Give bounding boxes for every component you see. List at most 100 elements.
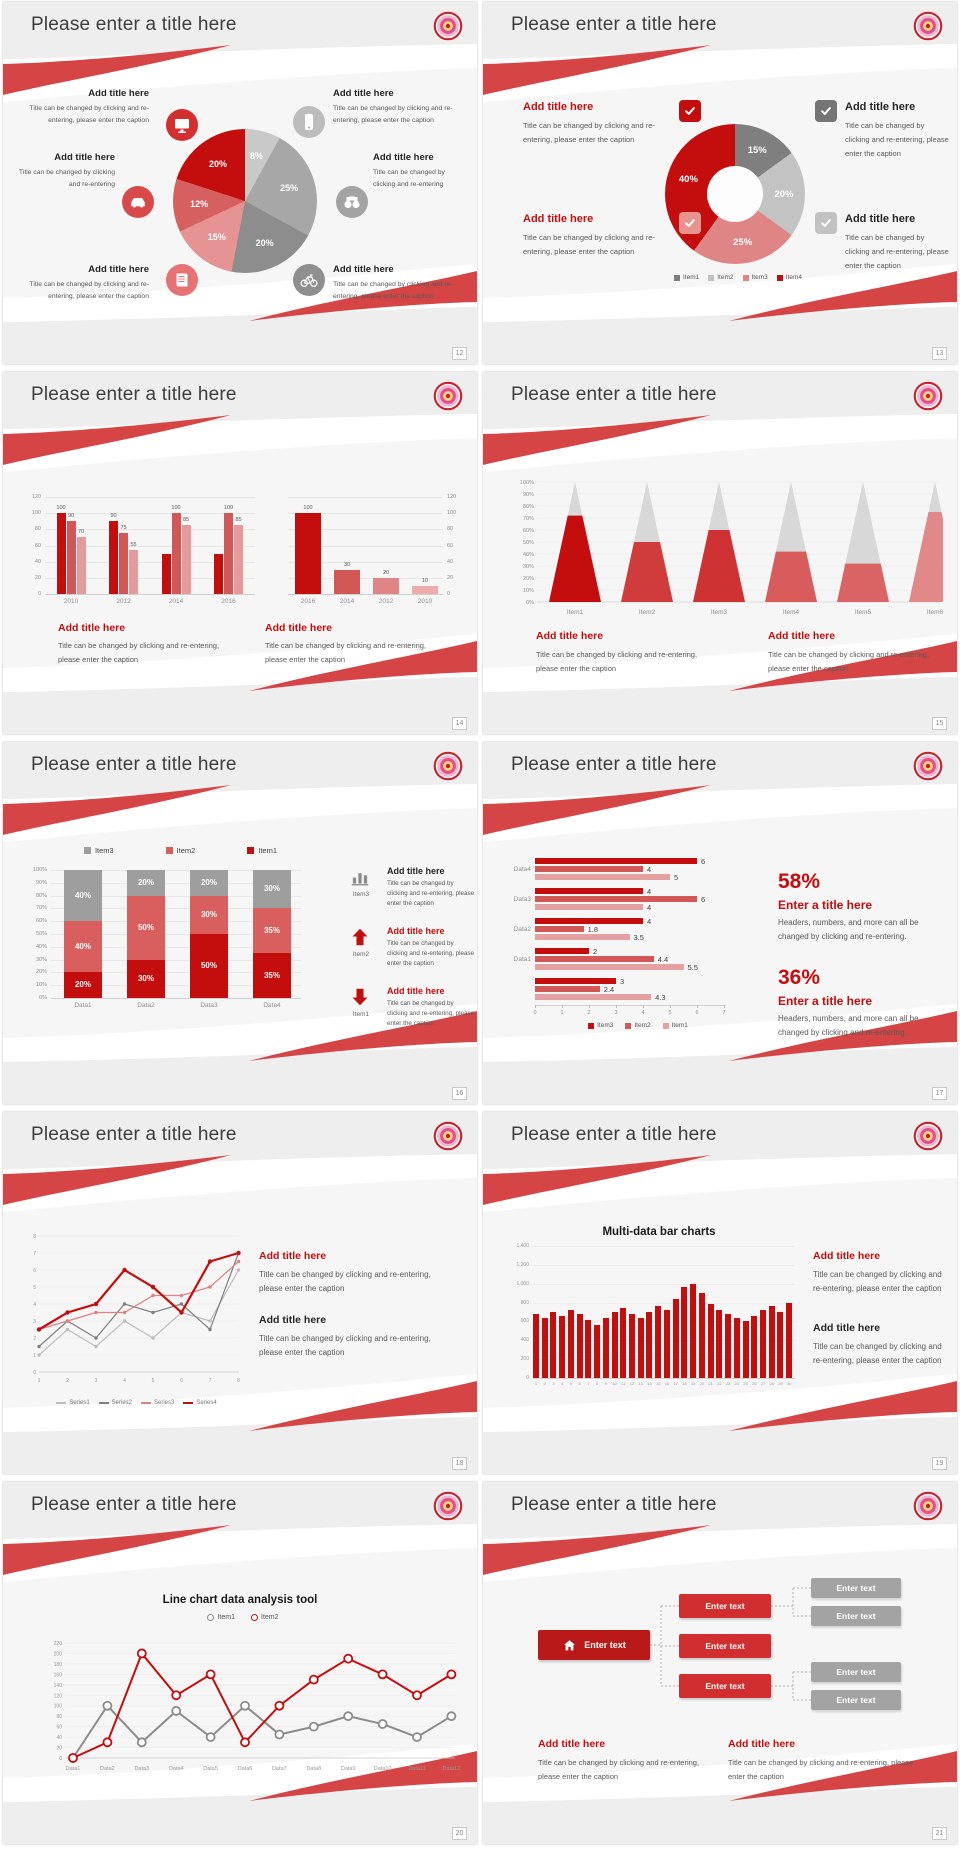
y-axis-label: 1,400 — [516, 1243, 529, 1249]
bar — [373, 577, 399, 594]
slide-thumbnail-17[interactable]: Please enter a title here Data4 6 4 5 Data3 4… — [483, 742, 957, 1104]
bar-value-label: 100 — [303, 505, 313, 512]
tick-mark — [562, 1005, 563, 1008]
gridline — [51, 921, 301, 923]
stack-segment — [253, 870, 291, 909]
bar-value-label: 2.4 — [603, 985, 615, 994]
smartphone-icon — [299, 112, 319, 132]
svg-text:100: 100 — [54, 1704, 63, 1710]
svg-text:70%: 70% — [523, 516, 534, 522]
slide-21-content: Enter text Enter text Enter text Enter text… — [483, 1482, 957, 1844]
tick-mark — [616, 1005, 617, 1008]
slide-thumbnail-15[interactable]: Please enter a title here 0% 10% 20% 30% 40%… — [483, 372, 957, 734]
y-axis-label: 40 — [447, 558, 454, 565]
book-icon-badge — [166, 264, 198, 296]
svg-text:0%: 0% — [526, 600, 534, 606]
legend-swatch — [673, 274, 680, 281]
legend-label: Series2 — [111, 1400, 132, 1406]
slide-thumbnail-19[interactable]: Please enter a title here Multi-data bar… — [483, 1112, 957, 1474]
stack-value-label: 20% — [137, 877, 154, 887]
page-number: 18 — [452, 1457, 467, 1470]
bar — [535, 934, 630, 940]
bar — [535, 866, 643, 872]
gridline — [288, 497, 443, 498]
svg-text:5: 5 — [152, 1378, 155, 1384]
gridline — [45, 545, 255, 547]
slide-thumbnail-16[interactable]: Please enter a title here Item3 Item2 Item… — [3, 742, 477, 1104]
slide-thumbnail-14[interactable]: Please enter a title here 0 20 40 60 80 100 12… — [3, 372, 477, 734]
slide-title: Please enter a title here — [31, 1494, 237, 1515]
home-icon — [562, 1638, 577, 1653]
bar — [535, 904, 643, 910]
legend-item: Item3 — [588, 1022, 613, 1029]
block-caption: Title can be changed by clicking and re-… — [29, 105, 149, 124]
legend-label: Item1 — [682, 274, 700, 281]
block-caption: Title can be changed by clicking and re-… — [813, 1270, 942, 1293]
x-axis-label: 2 — [543, 1381, 546, 1386]
svg-text:80%: 80% — [523, 504, 534, 510]
bar — [637, 1317, 644, 1378]
pie-slice-label: 15% — [207, 232, 226, 243]
block-caption: Title can be changed by clicking and re-… — [536, 650, 698, 674]
bar — [690, 1283, 697, 1378]
x-axis-label: 4 — [641, 1010, 645, 1016]
svg-text:Data4: Data4 — [169, 1766, 184, 1772]
page-number: 19 — [932, 1457, 947, 1470]
legend-swatch — [776, 274, 783, 281]
legend-label: Item2 — [717, 274, 734, 281]
block-caption: Title can be changed by clicking and re-… — [265, 641, 427, 665]
bar-value-label: 70 — [77, 529, 85, 536]
block-heading: Add title here — [523, 213, 594, 225]
y-axis-label: 80 — [34, 526, 41, 533]
y-axis-label: 0 — [37, 591, 41, 597]
page-number: 12 — [452, 347, 467, 360]
x-axis-label: 10 — [612, 1381, 617, 1386]
svg-text:Item4: Item4 — [783, 609, 800, 616]
bar — [533, 1313, 539, 1378]
svg-text:10%: 10% — [523, 588, 534, 594]
block-heading: Add title here — [333, 88, 394, 99]
y-axis-label: 1,200 — [516, 1261, 529, 1268]
y-axis-label: 20% — [35, 969, 47, 976]
bar — [161, 553, 171, 594]
y-axis-label: 20 — [34, 574, 41, 581]
svg-text:140: 140 — [54, 1683, 63, 1689]
slide-title: Please enter a title here — [511, 1124, 717, 1145]
svg-text:6: 6 — [180, 1378, 183, 1384]
gridline — [45, 529, 255, 531]
legend-item: Item1 — [673, 274, 700, 281]
slide-thumbnail-21[interactable]: Please enter a title here Enter text Ente… — [483, 1482, 957, 1844]
bar — [655, 1306, 662, 1378]
x-axis-label: 18 — [682, 1381, 687, 1386]
block-caption: Title can be changed by clicking and re-… — [387, 1000, 475, 1028]
y-axis-label: 100 — [31, 510, 41, 517]
bar — [559, 1315, 566, 1378]
checkbox-icon — [683, 216, 697, 230]
pie-slice-label: 8% — [249, 151, 263, 162]
block-heading: Add title here — [58, 622, 126, 634]
x-axis-label: 2016 — [300, 598, 316, 605]
slide-17-content: Data4 6 4 5 Data3 4 6 4 Data2 4 1.8 3.5 Data1 2 4.4 5.5… — [483, 742, 957, 1104]
slide-thumbnail-12[interactable]: Please enter a title here 8% 25% 20% 15% 12%… — [3, 2, 477, 364]
gridline — [533, 1264, 795, 1266]
bar — [585, 1319, 592, 1378]
slide-16-content: Item3 Item2 Item1 0% 10% 20% 30% 40% 50% 60% 70% 80… — [3, 742, 477, 1104]
bar-value-label: 3 — [620, 977, 625, 986]
bar — [759, 1310, 766, 1378]
info-icon-label: Item2 — [352, 951, 370, 958]
slide-thumbnail-13[interactable]: Please enter a title here 15% 20% 25% 40% It… — [483, 2, 957, 364]
bar-value-label: 85 — [235, 517, 242, 524]
stack-value-label: 40% — [74, 941, 91, 951]
bar-value-label: 100 — [56, 505, 66, 512]
bar-value-label: 4.4 — [657, 955, 669, 964]
legend-label: Series4 — [196, 1400, 217, 1406]
axis-line — [535, 1005, 726, 1006]
diagram-leaf-node: Enter text — [811, 1662, 901, 1682]
slide-thumbnail-20[interactable]: Please enter a title here Line chart dat… — [3, 1482, 477, 1844]
x-axis-label: 6 — [695, 1010, 699, 1016]
block-caption: Headers, numbers, and more can all be ch… — [778, 1014, 919, 1037]
line-chart: 0 20 40 60 80 100 120 140 160 180 200 220 Data1 Data2… — [54, 1641, 461, 1772]
legend-swatch — [247, 847, 255, 854]
